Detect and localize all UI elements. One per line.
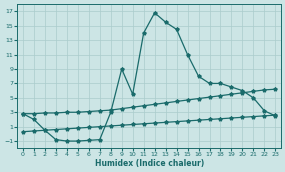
X-axis label: Humidex (Indice chaleur): Humidex (Indice chaleur) xyxy=(95,159,204,168)
